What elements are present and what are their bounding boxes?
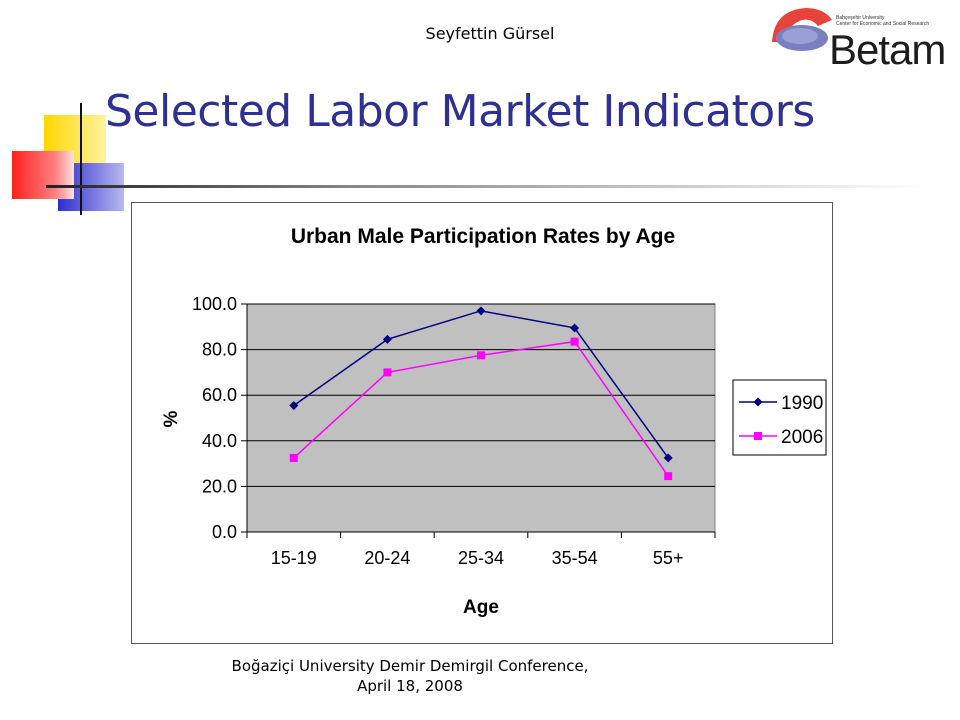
betam-logo-icon: [772, 8, 832, 51]
author-name: Seyfettin Gürsel: [425, 24, 555, 43]
logo-subtitle: Bahçeşehir University Center for Economi…: [836, 15, 930, 27]
x-tick-label: 55+: [653, 548, 684, 568]
footer-line-1: Boğaziçi University Demir Demirgil Confe…: [231, 657, 589, 675]
legend-label-1990: 1990: [781, 393, 823, 414]
footer-line-2: April 18, 2008: [357, 677, 463, 695]
x-tick-label: 35-54: [552, 548, 598, 568]
point-1990: [382, 334, 392, 344]
legend-marker-2006: [754, 432, 762, 440]
point-2006: [570, 337, 579, 346]
y-tick-label: 20.0: [202, 476, 237, 496]
x-axis-label: Age: [463, 597, 499, 618]
point-2006: [383, 368, 392, 377]
y-tick-label: 40.0: [202, 431, 237, 451]
slide-title: Selected Labor Market Indicators: [105, 86, 815, 137]
y-tick-label: 100.0: [192, 294, 237, 314]
point-2006: [289, 453, 298, 462]
legend-marker-1990: [753, 397, 763, 407]
gridlines: [247, 303, 715, 487]
point-1990: [289, 400, 299, 410]
x-axis-ticks: 15-19 20-24 25-34 35-54 55+: [246, 531, 716, 568]
line-chart: Urban Male Participation Rates by Age 0.…: [131, 202, 833, 644]
legend-box: [732, 379, 827, 456]
point-1990: [570, 323, 580, 333]
logo-brand: Betam: [829, 26, 946, 73]
deco-red-square: [12, 151, 74, 199]
chart-title: Urban Male Participation Rates by Age: [291, 225, 675, 248]
y-tick-label: 80.0: [202, 340, 237, 360]
point-1990: [663, 453, 673, 463]
x-tick-label: 25-34: [458, 548, 504, 568]
legend-label-2006: 2006: [781, 427, 823, 448]
point-2006: [477, 351, 485, 360]
x-tick-label: 20-24: [364, 548, 410, 568]
legend: 1990 2006: [732, 379, 827, 456]
series-lines: [289, 306, 673, 481]
y-axis-ticks: 0.0 20.0 40.0 60.0 80.0 100.0: [192, 294, 248, 542]
point-2006: [664, 472, 673, 481]
plot-area: [246, 303, 716, 533]
y-axis-label: %: [161, 410, 182, 427]
point-1990: [476, 306, 486, 316]
footer: Boğaziçi University Demir Demirgil Confe…: [0, 656, 820, 696]
y-tick-label: 0.0: [212, 522, 237, 542]
y-tick-label: 60.0: [202, 385, 237, 405]
x-tick-label: 15-19: [271, 548, 317, 568]
title-rule: [46, 185, 926, 188]
